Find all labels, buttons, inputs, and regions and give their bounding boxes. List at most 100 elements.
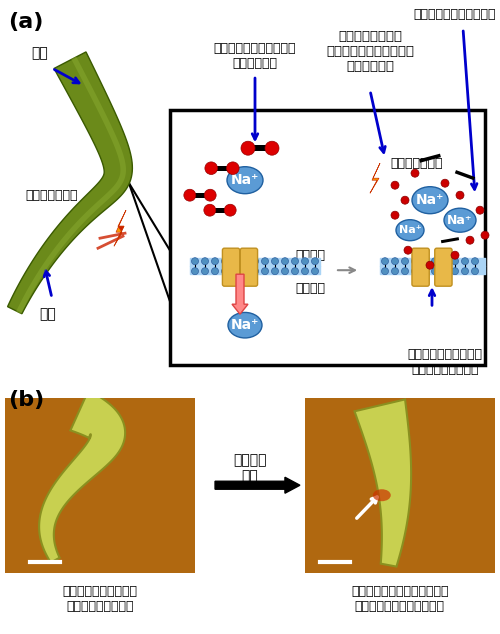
Circle shape <box>456 191 464 199</box>
Circle shape <box>212 268 218 275</box>
Circle shape <box>404 246 412 254</box>
Circle shape <box>265 141 279 155</box>
Circle shape <box>472 268 478 275</box>
Bar <box>419 153 441 163</box>
Ellipse shape <box>444 208 476 232</box>
Circle shape <box>302 257 308 265</box>
Text: 放出されたアミロライド: 放出されたアミロライド <box>414 8 496 21</box>
FancyBboxPatch shape <box>222 248 240 286</box>
Circle shape <box>202 257 208 265</box>
Circle shape <box>252 257 258 265</box>
Circle shape <box>472 257 478 265</box>
Circle shape <box>466 236 474 244</box>
Circle shape <box>382 257 388 265</box>
Circle shape <box>232 257 238 265</box>
Text: レーザー照射前の線虫
（元気に動き回る）: レーザー照射前の線虫 （元気に動き回る） <box>62 585 138 613</box>
Text: 近赤外レーザー: 近赤外レーザー <box>390 157 442 170</box>
Circle shape <box>441 179 449 187</box>
Circle shape <box>222 268 228 275</box>
Circle shape <box>222 257 228 265</box>
Circle shape <box>462 268 468 275</box>
Circle shape <box>312 257 318 265</box>
Bar <box>210 208 230 213</box>
Bar <box>228 257 237 278</box>
Circle shape <box>451 251 459 259</box>
Text: ナノロボットの作用により、
遙動が完全に止まった線虫: ナノロボットの作用により、 遙動が完全に止まった線虫 <box>351 585 448 613</box>
Text: Na⁺: Na⁺ <box>398 225 421 235</box>
Circle shape <box>282 257 288 265</box>
Circle shape <box>252 268 258 275</box>
Circle shape <box>442 257 448 265</box>
Circle shape <box>432 268 438 275</box>
Polygon shape <box>114 210 126 246</box>
Ellipse shape <box>373 489 391 501</box>
Polygon shape <box>39 391 125 562</box>
FancyArrow shape <box>232 274 248 314</box>
Bar <box>6 398 195 573</box>
Circle shape <box>232 268 238 275</box>
Circle shape <box>442 268 448 275</box>
Circle shape <box>282 268 288 275</box>
Text: (a): (a) <box>8 12 44 32</box>
Bar <box>211 165 233 171</box>
Text: (b): (b) <box>8 391 44 410</box>
Text: 細胞外側: 細胞外側 <box>295 249 325 262</box>
Circle shape <box>391 181 399 189</box>
Ellipse shape <box>227 167 263 194</box>
Text: アミロライド感受性の
ナトリウムチャネル: アミロライド感受性の ナトリウムチャネル <box>408 348 482 376</box>
Circle shape <box>272 257 278 265</box>
Bar <box>441 237 459 243</box>
Text: アミロライドを封入した
ナノロボット: アミロライドを封入した ナノロボット <box>214 42 296 70</box>
Circle shape <box>242 257 248 265</box>
Circle shape <box>302 268 308 275</box>
Circle shape <box>426 261 434 269</box>
Bar <box>305 398 494 573</box>
Text: 頭部: 頭部 <box>32 46 48 60</box>
Circle shape <box>402 257 408 265</box>
Bar <box>170 110 485 365</box>
Circle shape <box>481 231 489 239</box>
Text: Na⁺: Na⁺ <box>416 193 444 207</box>
Text: Na⁺: Na⁺ <box>231 318 259 332</box>
Circle shape <box>226 162 239 174</box>
Circle shape <box>272 268 278 275</box>
FancyBboxPatch shape <box>412 248 429 286</box>
Circle shape <box>452 257 458 265</box>
Text: 細胞内側: 細胞内側 <box>295 281 325 295</box>
Bar <box>418 257 429 278</box>
Circle shape <box>192 268 198 275</box>
Circle shape <box>204 204 216 216</box>
Circle shape <box>382 268 388 275</box>
Circle shape <box>422 257 428 265</box>
Circle shape <box>292 257 298 265</box>
Circle shape <box>402 268 408 275</box>
Ellipse shape <box>228 313 262 338</box>
Polygon shape <box>114 226 124 246</box>
Circle shape <box>462 257 468 265</box>
Polygon shape <box>370 163 380 193</box>
Circle shape <box>412 268 418 275</box>
Text: 近赤外レーザー: 近赤外レーザー <box>26 189 78 202</box>
Ellipse shape <box>412 186 448 214</box>
Text: Na⁺: Na⁺ <box>231 173 259 187</box>
Circle shape <box>411 169 419 177</box>
Circle shape <box>262 268 268 275</box>
FancyBboxPatch shape <box>240 248 258 286</box>
Polygon shape <box>8 52 132 314</box>
Circle shape <box>392 268 398 275</box>
Circle shape <box>476 206 484 214</box>
FancyArrow shape <box>215 477 300 493</box>
Circle shape <box>432 257 438 265</box>
Text: レーザー
オン: レーザー オン <box>233 453 267 483</box>
Circle shape <box>452 268 458 275</box>
Text: Na⁺: Na⁺ <box>448 214 473 227</box>
Circle shape <box>212 257 218 265</box>
Circle shape <box>412 257 418 265</box>
Circle shape <box>292 268 298 275</box>
Circle shape <box>312 268 318 275</box>
Circle shape <box>192 257 198 265</box>
Circle shape <box>391 211 399 219</box>
Circle shape <box>205 162 218 174</box>
Circle shape <box>241 141 255 155</box>
Bar <box>248 145 272 151</box>
